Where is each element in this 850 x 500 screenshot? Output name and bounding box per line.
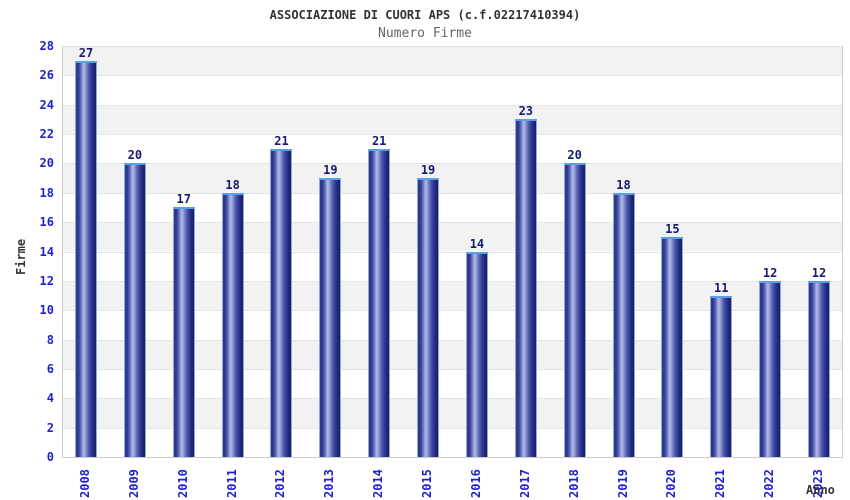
bar-2017 [514,119,537,457]
x-tick-2020: 2020 [664,469,679,498]
bar-value-2012: 21 [274,133,289,148]
bar-value-2022: 12 [762,265,778,280]
x-tick-2008: 2008 [78,469,92,498]
x-tick-2016: 2016 [468,469,483,498]
x-tick-2009: 2009 [126,469,141,498]
chart-title: ASSOCIAZIONE DI CUORI APS (c.f.022174103… [269,8,581,22]
x-tick-2012: 2012 [273,469,288,498]
y-tick-22: 22 [39,127,54,142]
x-tick-2018: 2018 [566,469,581,498]
x-tick-2019: 2019 [615,469,630,498]
bar-value-2023: 12 [811,265,827,280]
chart-subtitle: Numero Firme [378,26,472,41]
bar-2008 [75,60,97,457]
grid-band [63,163,842,193]
x-tick-2013: 2013 [322,469,337,498]
bar-value-2016: 14 [469,236,485,251]
y-tick-28: 28 [39,39,54,53]
bar-2020 [661,236,684,457]
bar-2022 [759,280,782,457]
y-tick-24: 24 [39,97,54,112]
x-tick-2015: 2015 [420,469,435,498]
bar-value-2021: 11 [714,280,729,295]
bar-2023 [808,280,830,457]
bar-2016 [465,251,488,457]
y-tick-4: 4 [46,391,54,406]
x-tick-2017: 2017 [517,469,532,498]
y-tick-0: 0 [46,450,54,464]
y-tick-20: 20 [39,156,54,171]
bar-2013 [319,178,342,457]
bar-2012 [270,148,293,457]
y-tick-8: 8 [46,332,54,347]
y-tick-10: 10 [39,303,54,318]
x-tick-2011: 2011 [224,469,239,498]
bar-2009 [123,163,146,457]
y-tick-14: 14 [39,244,54,259]
bar-value-2014: 21 [371,133,387,148]
x-tick-2010: 2010 [175,469,190,498]
y-tick-6: 6 [46,361,54,376]
bar-value-2010: 17 [176,192,191,207]
grid-band [63,104,842,135]
y-tick-12: 12 [39,273,54,288]
grid-band [63,134,842,164]
grid-band [63,46,842,76]
x-axis-label: Anno [806,483,835,497]
bar-2010 [172,207,195,457]
bar-2015 [417,178,440,457]
bar-2019 [612,192,635,457]
y-tick-2: 2 [46,420,54,435]
x-tick-2021: 2021 [713,469,728,498]
bar-value-2017: 23 [518,104,534,119]
x-tick-2014: 2014 [371,469,386,498]
y-tick-16: 16 [39,215,54,230]
bar-value-2013: 19 [323,163,338,178]
y-tick-18: 18 [39,185,54,200]
bar-2011 [221,192,244,457]
bar-value-2019: 18 [616,177,631,192]
bar-value-2009: 20 [127,148,143,163]
bar-2018 [563,163,586,457]
bar-value-2015: 19 [420,163,436,178]
bar-value-2018: 20 [567,148,582,163]
grid-band [63,75,842,105]
bar-2021 [710,295,733,457]
bar-value-2020: 15 [665,221,680,236]
x-tick-2022: 2022 [762,469,777,498]
bar-2014 [368,148,391,457]
y-tick-26: 26 [39,68,54,83]
bar-value-2011: 18 [225,177,240,192]
y-axis-label: Firme [14,238,28,275]
plot-area: 27 20 17 18 21 19 21 19 14 23 20 18 15 11 12 12 [62,46,843,458]
bar-value-2008: 27 [78,45,94,60]
